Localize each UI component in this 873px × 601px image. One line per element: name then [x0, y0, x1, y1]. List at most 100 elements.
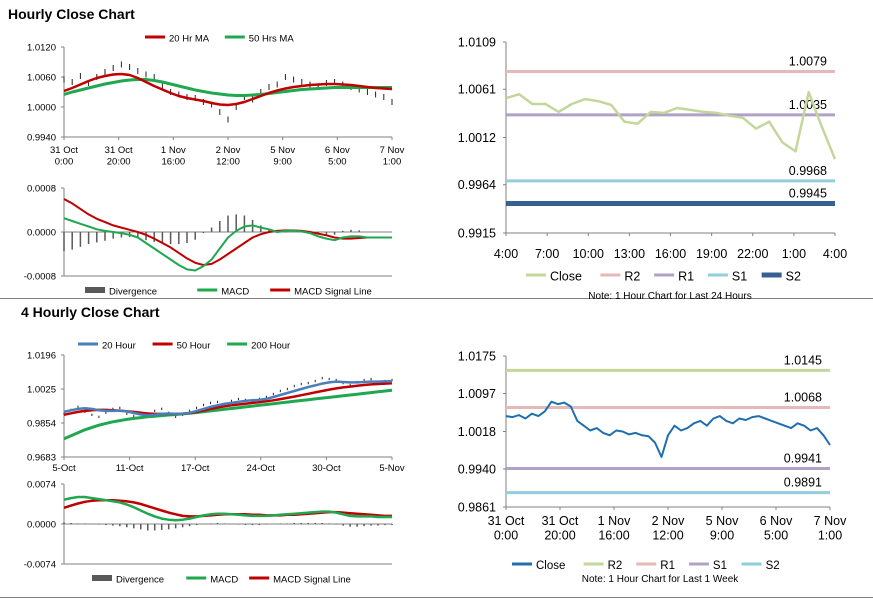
fl-xtick-label: 5 Nov [706, 514, 739, 528]
fp-legend-label: 200 Hour [251, 340, 290, 351]
fl-xtick-label: 31 Oct [488, 514, 525, 528]
fl-note: Note: 1 Hour Chart for Last 1 Week [582, 574, 740, 585]
hm-legend-label: MACD Signal Line [294, 286, 372, 297]
fp-ytick-label: 0.9854 [27, 418, 56, 429]
hp-xtick-label: 6 Nov [325, 145, 350, 156]
fm-legend-swatch [92, 575, 112, 581]
hl-xtick-label: 1:00 [782, 247, 806, 261]
fl-xtick-label: 5:00 [764, 529, 788, 543]
four-hourly-levels-chart: 1.0175 1.0097 1.0018 0.9940 0.9861 1.0145 1.00… [458, 349, 847, 585]
hm-legend-label: MACD [221, 286, 249, 297]
fl-xtick-label: 7 Nov [814, 514, 847, 528]
fp-legend-label: 50 Hour [177, 340, 211, 351]
hl-xtick-label: 7:00 [535, 247, 559, 261]
hl-ytick-label: 1.0109 [458, 35, 496, 49]
fl-xtick-label: 16:00 [598, 529, 629, 543]
hp-ytick-label: 1.0120 [27, 42, 56, 53]
hp-ytick-label: 1.0000 [27, 102, 56, 113]
hl-level-label: 0.9945 [789, 186, 827, 200]
hl-xtick-label: 19:00 [696, 247, 727, 261]
fl-xtick-label: 9:00 [710, 529, 734, 543]
fp-xtick-label: 5-Oct [52, 463, 76, 474]
fp-ytick-label: 1.0025 [27, 384, 56, 395]
hl-legend-label: S2 [786, 269, 801, 283]
fl-legend-label: S2 [766, 560, 780, 572]
fm-ytick-label: 0.0074 [27, 479, 56, 490]
fl-ytick-label: 1.0097 [458, 387, 496, 401]
fl-xtick-label: 1:00 [818, 529, 842, 543]
fl-ytick-label: 1.0175 [458, 349, 496, 363]
hp-ma50-line [63, 78, 392, 97]
fm-legend-label: MACD [210, 574, 238, 585]
hp-xtick-label: 31 Oct [50, 145, 78, 156]
hp-xtick-label: 1 Nov [161, 145, 186, 156]
hp-legend-label: 20 Hr MA [169, 33, 210, 44]
hm-legend-swatch [85, 287, 105, 293]
hl-xtick-label: 4:00 [823, 247, 847, 261]
hp-ytick-label: 0.9940 [27, 132, 56, 143]
fp-ytick-label: 0.9683 [27, 452, 56, 463]
hl-ytick-label: 0.9915 [458, 226, 496, 240]
hp-xtick-label: 31 Oct [105, 145, 133, 156]
fl-ytick-label: 1.0018 [458, 425, 496, 439]
hp-legend-label: 50 Hrs MA [249, 33, 295, 44]
fl-level-label: 1.0145 [784, 353, 822, 367]
fp-xtick-label: 17-Oct [181, 463, 210, 474]
fl-xtick-label: 2 Nov [652, 514, 685, 528]
fp-xtick-label: 30-Oct [312, 463, 341, 474]
hl-xtick-label: 4:00 [494, 247, 518, 261]
hm-legend-label: Divergence [109, 286, 157, 297]
hm-ytick-label: -0.0008 [24, 271, 56, 282]
fm-legend-label: MACD Signal Line [273, 574, 351, 585]
hl-xtick-label: 22:00 [737, 247, 768, 261]
hp-xtick-label: 16:00 [161, 157, 185, 168]
hl-close-line [505, 90, 837, 160]
fp-xtick-label: 5-Nov [379, 463, 405, 474]
fm-ytick-label: 0.0000 [27, 519, 56, 530]
hm-ytick-label: 0.0008 [27, 183, 56, 194]
fp-xtick-label: 11-Oct [116, 463, 144, 474]
fl-xtick-label: 6 Nov [760, 514, 793, 528]
section-divider [0, 298, 873, 299]
fl-ytick-label: 0.9940 [458, 462, 496, 476]
hl-ytick-label: 1.0012 [458, 131, 496, 145]
hl-xtick-label: 13:00 [614, 247, 645, 261]
fl-close-line [505, 400, 831, 458]
hl-note: Note: 1 Hour Chart for Last 24 Hours [588, 291, 751, 302]
hp-xtick-label: 9:00 [273, 157, 292, 168]
hl-legend-label: R2 [624, 269, 640, 283]
hl-level-label: 0.9968 [789, 164, 827, 178]
fl-xtick-label: 0:00 [494, 529, 518, 543]
fl-ytick-label: 0.9861 [458, 500, 496, 514]
hm-signal-line [63, 198, 392, 266]
fl-legend-label: S1 [713, 560, 727, 572]
hm-ytick-label: 0.0000 [27, 227, 56, 238]
fl-xtick-label: 31 Oct [542, 514, 579, 528]
hl-legend-label: S1 [732, 269, 747, 283]
fp-xtick-label: 24-Oct [247, 463, 276, 474]
fl-xtick-label: 1 Nov [598, 514, 631, 528]
hp-xtick-label: 5:00 [328, 157, 347, 168]
fp-ma200-line [63, 388, 393, 441]
fp-ma20-line [63, 379, 393, 417]
fl-xtick-label: 12:00 [652, 529, 683, 543]
fl-legend-label: R1 [660, 560, 675, 572]
bottom-divider [0, 597, 873, 598]
hl-level-label: 1.0035 [789, 98, 827, 112]
fl-level-label: 1.0068 [784, 390, 822, 404]
hourly-macd-chart: 0.0008 0.0000 -0.0008 Divergence MACD MACD Si… [24, 183, 392, 297]
fl-legend-label: Close [536, 560, 565, 572]
hp-xtick-label: 1:00 [383, 157, 402, 168]
hl-level-label: 1.0079 [789, 55, 827, 69]
fm-macd-line [63, 495, 392, 522]
four-hourly-section-title: 4 Hourly Close Chart [21, 304, 160, 320]
hp-xtick-label: 12:00 [216, 157, 240, 168]
fl-legend-label: R2 [608, 560, 623, 572]
hm-macd-line [63, 217, 392, 272]
hl-xtick-label: 16:00 [655, 247, 686, 261]
fm-ytick-label: -0.0074 [24, 559, 56, 570]
fp-legend-label: 20 Hour [102, 340, 136, 351]
hp-xtick-label: 2 Nov [216, 145, 241, 156]
